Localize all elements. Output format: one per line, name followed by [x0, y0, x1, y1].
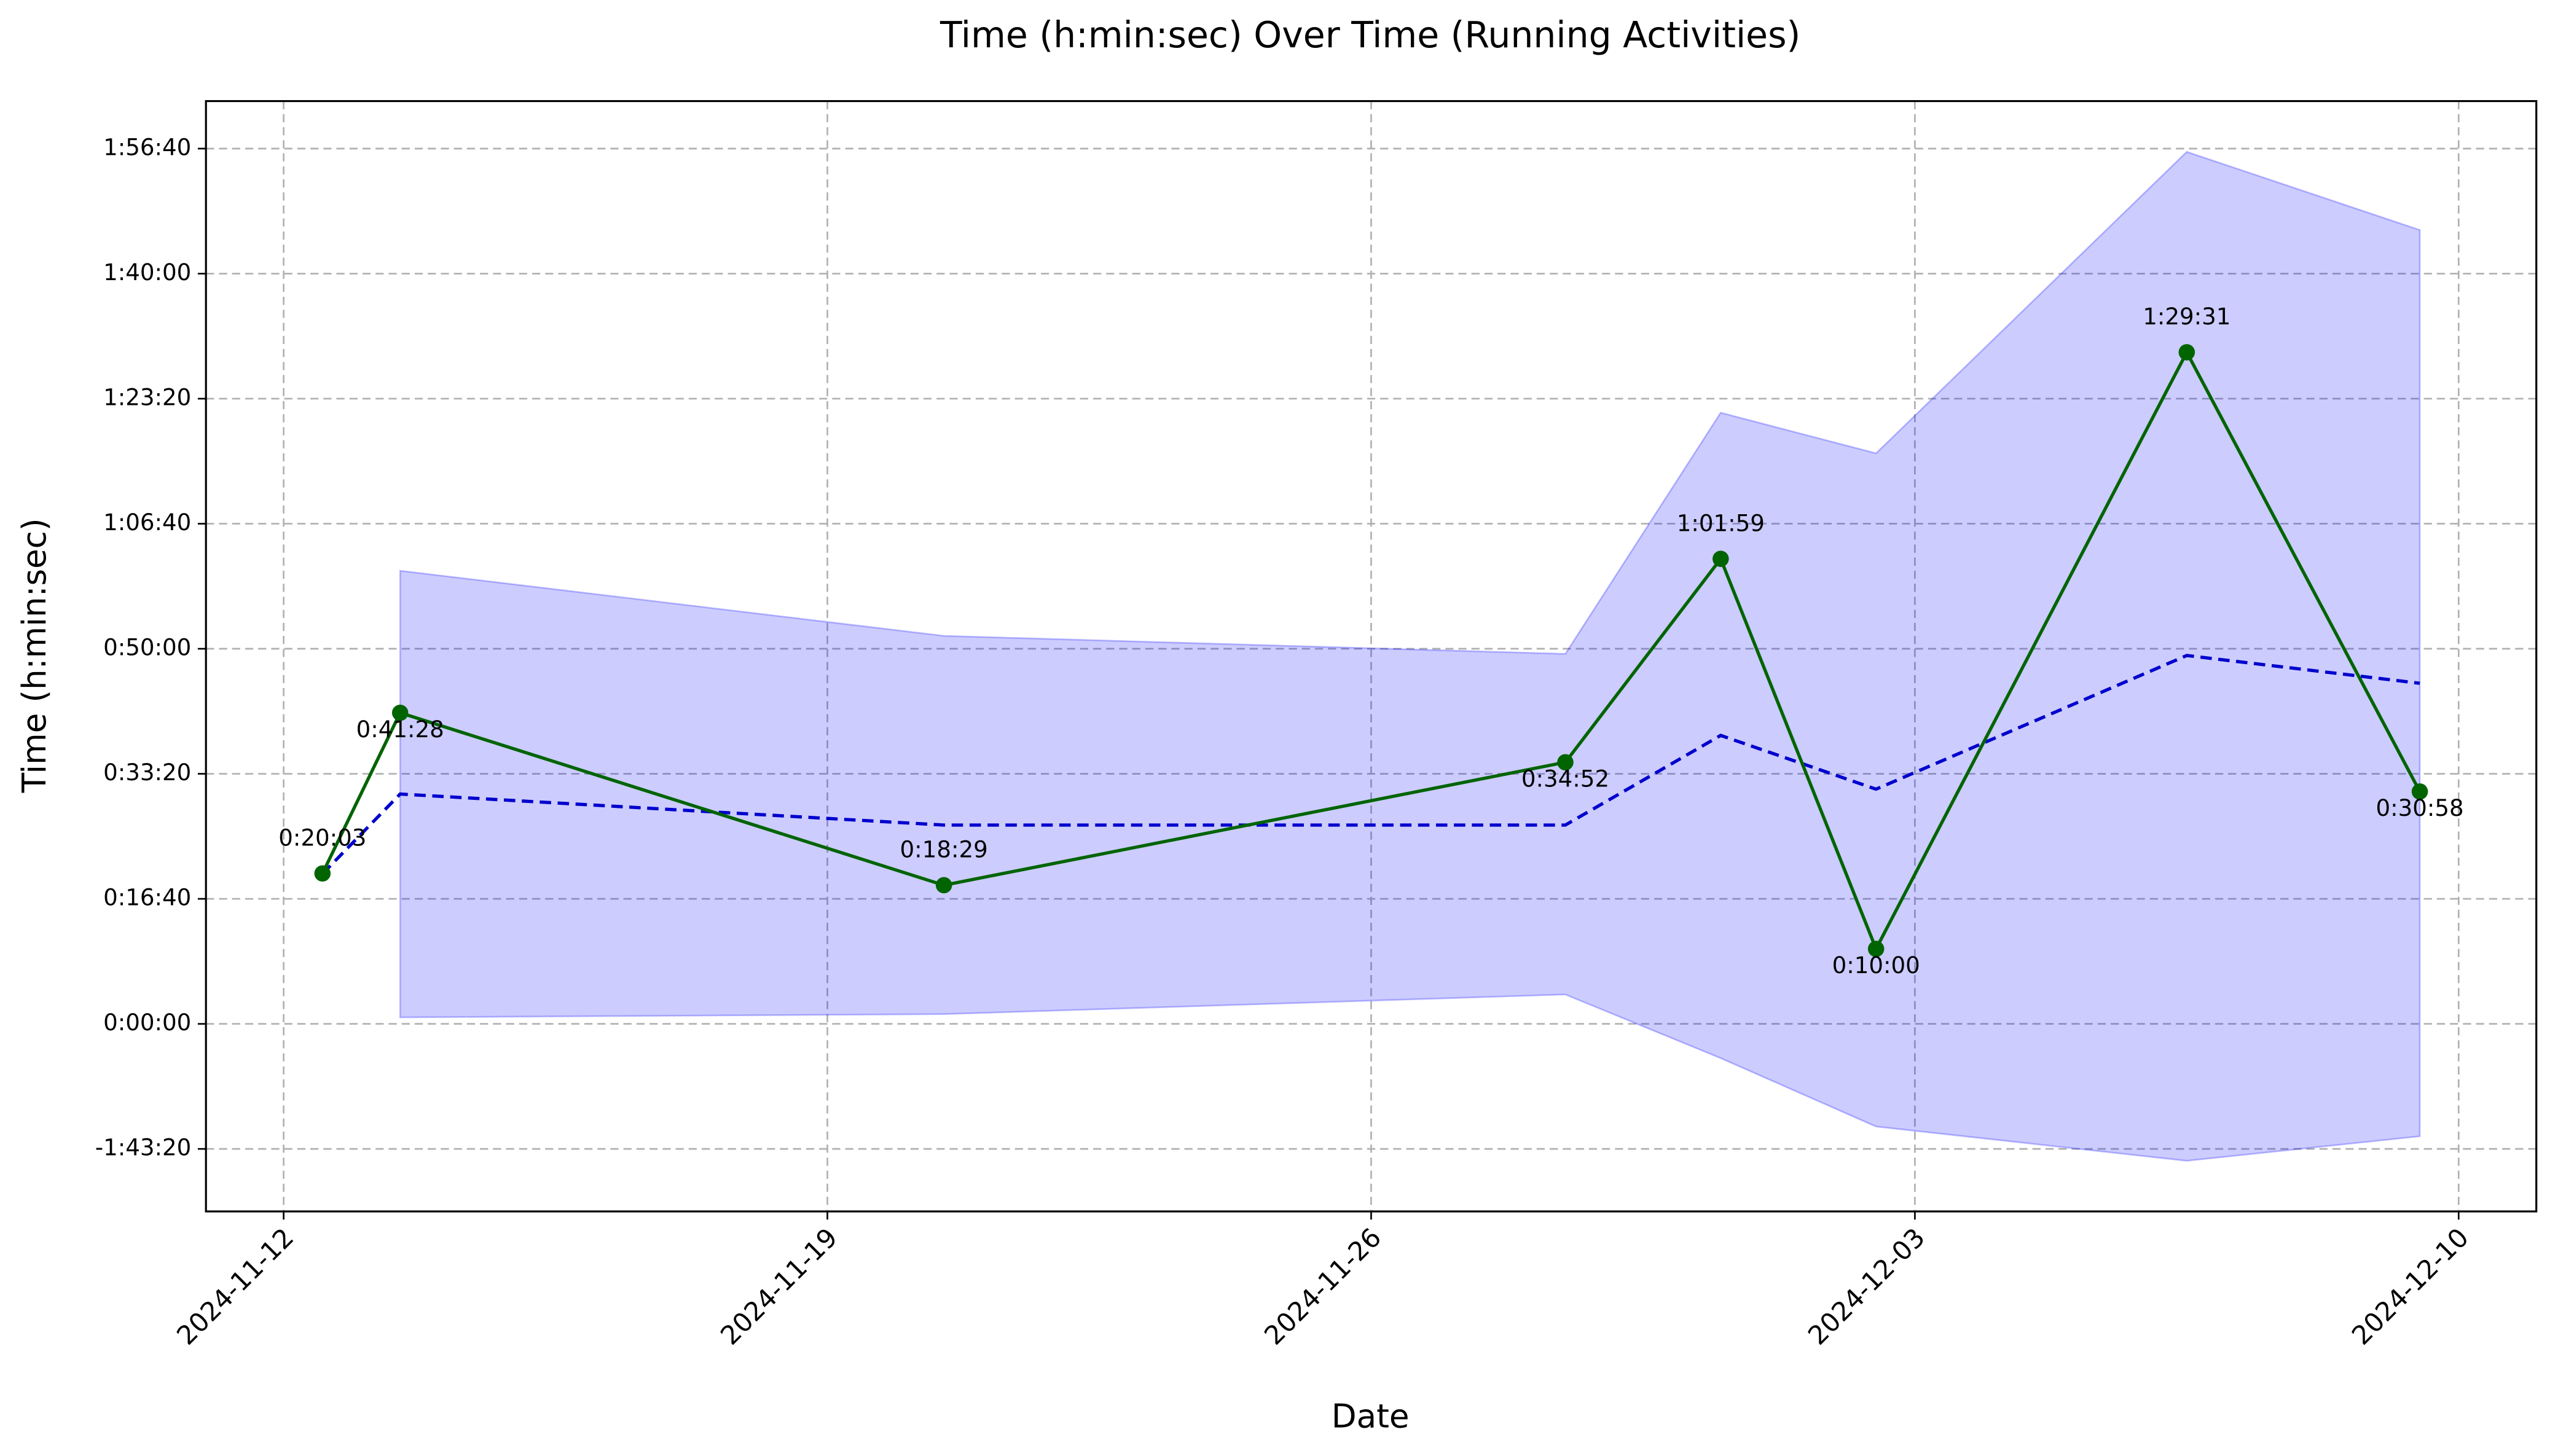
- data-label: 0:30:58: [2376, 795, 2463, 821]
- y-tick-label: 1:56:40: [103, 134, 191, 160]
- marker: [2178, 344, 2195, 361]
- data-label: 0:18:29: [900, 837, 988, 863]
- data-label: 0:20:03: [278, 825, 366, 851]
- data-label: 0:41:28: [356, 716, 444, 743]
- data-label: 0:10:00: [1832, 952, 1920, 979]
- line: [321, 654, 2420, 875]
- marker: [314, 865, 331, 882]
- band: [399, 151, 2421, 1162]
- y-axis-label: Time (h:min:sec): [15, 518, 53, 793]
- y-tick-label: 1:40:00: [103, 259, 191, 286]
- y-tick-label: -1:43:20: [95, 1135, 192, 1161]
- data-label: 0:34:52: [1521, 766, 1609, 793]
- x-axis-label: Date: [1332, 1398, 1410, 1436]
- marker: [2411, 783, 2428, 800]
- marker: [1557, 754, 1574, 771]
- y-tick-label: 0:00:00: [103, 1009, 191, 1036]
- data-label: 1:29:31: [2143, 303, 2230, 330]
- marker: [935, 877, 952, 894]
- y-tick-label: 1:23:20: [103, 384, 191, 410]
- line: [321, 348, 2422, 953]
- y-tick-label: 1:06:40: [103, 509, 191, 536]
- marker: [391, 704, 409, 721]
- marker: [1713, 550, 1729, 567]
- data-label: 1:01:59: [1677, 510, 1765, 536]
- y-tick-label: 0:50:00: [103, 635, 191, 661]
- y-tick-label: 0:16:40: [103, 885, 191, 911]
- chart-title: Time (h:min:sec) Over Time (Running Acti…: [940, 14, 1800, 56]
- y-tick-label: 0:33:20: [103, 759, 191, 786]
- marker: [1867, 941, 1885, 957]
- plot-frame: [205, 100, 2538, 1213]
